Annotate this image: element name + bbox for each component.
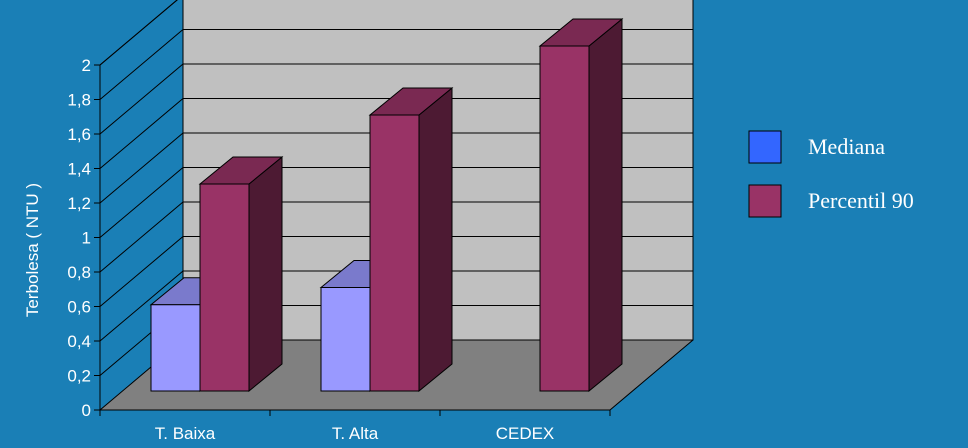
legend-label: Percentil 90 [808, 188, 914, 213]
bars [149, 17, 624, 393]
bar-front [369, 114, 420, 392]
y-tick-label: 0,8 [67, 263, 91, 282]
bar-side [248, 155, 283, 393]
bar-front [320, 287, 371, 392]
floor-edge [609, 339, 694, 411]
y-tick-label: 1,6 [67, 125, 91, 144]
bar-percentil-90 [198, 155, 284, 393]
y-tick-label: 1,2 [67, 194, 91, 213]
wall-edge [99, 0, 178, 66]
y-tick-label: 1 [82, 229, 91, 248]
y-tick-label: 0 [82, 401, 91, 420]
axes [94, 64, 694, 416]
bar-front [150, 304, 201, 392]
bar-percentil-90 [538, 17, 624, 393]
y-tick-label: 2 [82, 56, 91, 75]
y-axis-title: Terbolesa ( NTU ) [23, 183, 42, 317]
x-tick-label: T. Baixa [155, 424, 216, 443]
bar-percentil-90 [368, 86, 454, 393]
y-tick-label: 0,6 [67, 298, 91, 317]
bar-front [199, 183, 250, 392]
y-tick-label: 1,4 [67, 160, 91, 179]
tick-labels: 0 0,2 0,4 0,6 0,8 1 1,2 1,4 1,6 1,8 2 T. Baixa T. Al… [67, 56, 554, 443]
x-tick-label: T. Alta [332, 424, 379, 443]
legend-label: Mediana [808, 134, 885, 159]
x-tick-label: CEDEX [496, 424, 555, 443]
y-tick-label: 0,4 [67, 332, 91, 351]
bar-side [588, 17, 623, 393]
legend-swatch [748, 184, 782, 218]
legend-swatch [748, 130, 782, 164]
y-tick-label: 0,2 [67, 367, 91, 386]
legend: Mediana Percentil 90 [748, 130, 914, 218]
bar-side [418, 86, 453, 393]
bar-front [539, 45, 590, 392]
y-tick-label: 1,8 [67, 91, 91, 110]
